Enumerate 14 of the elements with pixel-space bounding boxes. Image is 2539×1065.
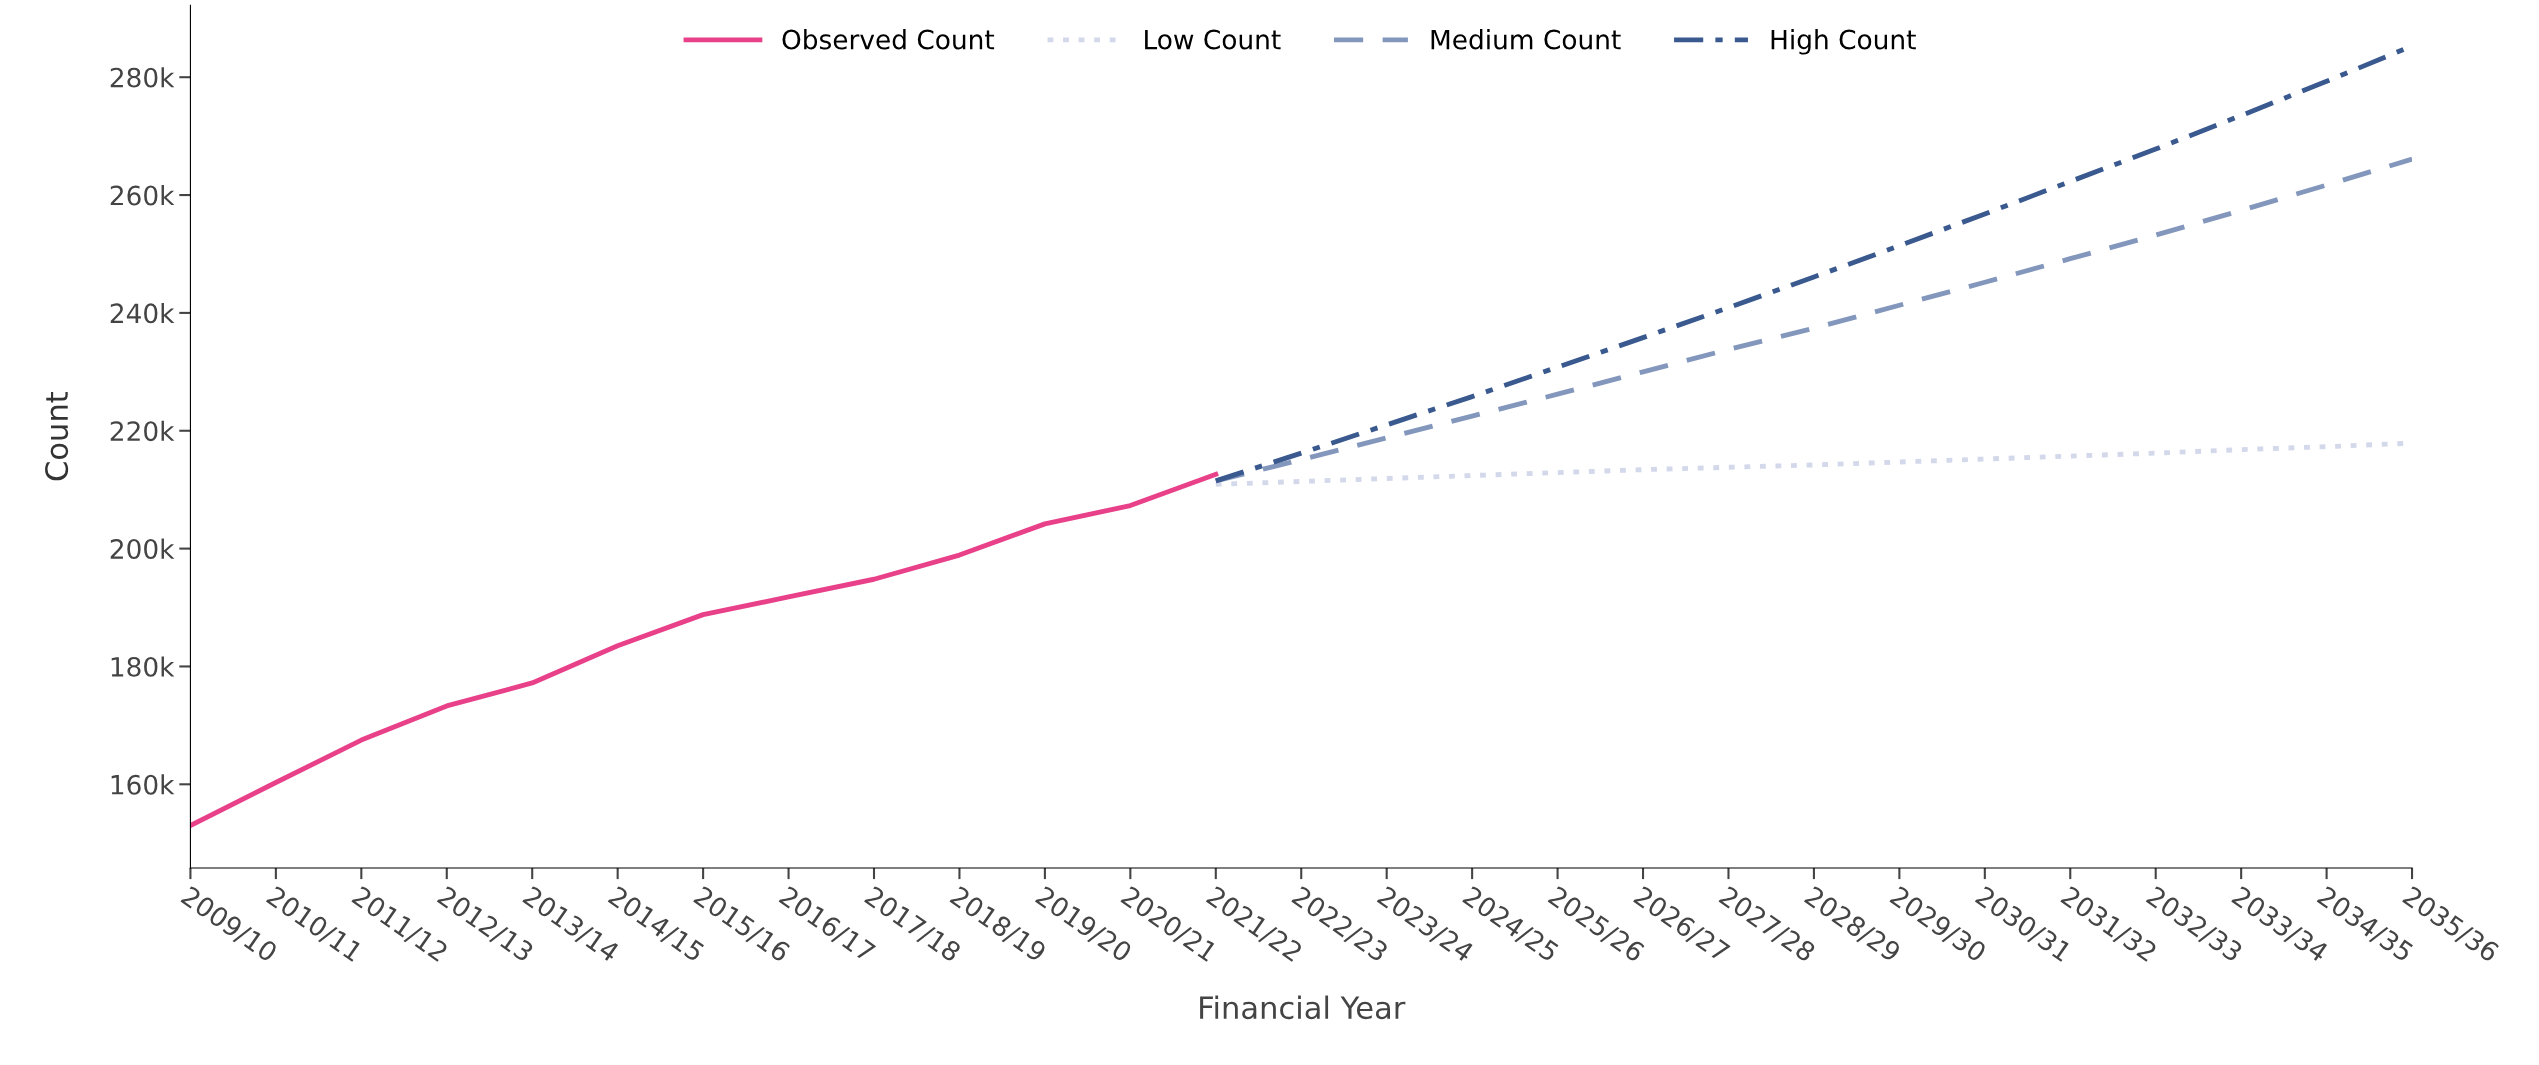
line-series	[190, 471, 1219, 828]
legend-label: Observed Count	[782, 29, 995, 50]
y-tick-label: 220k	[110, 420, 175, 442]
legend-label: Low Count	[1145, 29, 1281, 50]
y-tick-label: 260k	[110, 185, 175, 206]
legend-label: High Count	[1771, 29, 1916, 55]
x-axis-title: Financial Year	[1200, 995, 1406, 1020]
y-tick-label: 160k	[111, 774, 175, 795]
y-axis-title: Count	[45, 392, 69, 481]
y-tick-label: 180k	[111, 656, 175, 677]
y-tick-label: 240k	[110, 302, 175, 324]
legend-label: Medium Count	[1431, 29, 1621, 50]
y-tick-label: 280k	[110, 67, 175, 88]
y-tick-label: 200k	[110, 538, 175, 560]
